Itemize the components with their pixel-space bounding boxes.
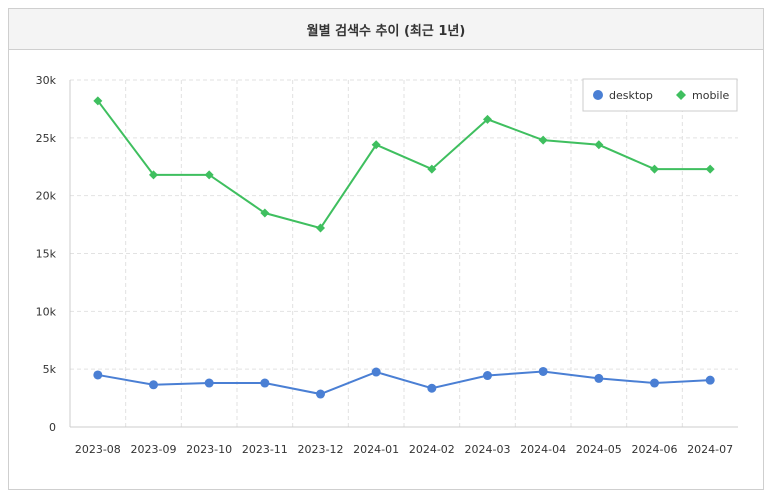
x-tick-label: 2023-11 <box>242 443 288 456</box>
x-tick-label: 2024-03 <box>465 443 511 456</box>
data-point-desktop[interactable] <box>371 367 381 377</box>
data-point-desktop[interactable] <box>483 371 492 381</box>
data-point-desktop[interactable] <box>204 378 214 388</box>
x-tick-label: 2024-07 <box>687 443 733 456</box>
series-line-desktop <box>97 370 711 396</box>
x-tick-label: 2024-05 <box>576 443 622 456</box>
y-tick-label: 25k <box>36 132 57 145</box>
y-tick-label: 20k <box>36 190 57 203</box>
legend-box <box>582 78 738 112</box>
data-point-mobile[interactable] <box>650 164 659 174</box>
data-point-desktop[interactable] <box>93 370 103 380</box>
data-point-mobile[interactable] <box>538 135 548 145</box>
x-tick-label: 2024-06 <box>632 443 678 456</box>
x-tick-label: 2024-04 <box>520 443 566 456</box>
data-point-desktop[interactable] <box>705 375 715 385</box>
y-tick-label: 15k <box>36 248 57 261</box>
data-point-desktop[interactable] <box>538 366 548 376</box>
legend-label-mobile[interactable]: mobile <box>692 89 730 102</box>
legend-marker-mobile[interactable] <box>676 90 686 100</box>
series-line-mobile <box>97 100 711 230</box>
data-point-desktop[interactable] <box>594 373 604 383</box>
data-point-mobile[interactable] <box>316 223 325 233</box>
x-tick-label: 2023-12 <box>298 443 344 456</box>
data-point-desktop[interactable] <box>427 383 437 393</box>
data-point-mobile[interactable] <box>483 114 492 124</box>
data-point-mobile[interactable] <box>427 164 437 174</box>
data-point-mobile[interactable] <box>93 96 103 106</box>
chart-title: 월별 검색수 추이 (최근 1년) <box>9 9 763 50</box>
data-point-desktop[interactable] <box>260 378 270 388</box>
data-point-mobile[interactable] <box>204 170 214 180</box>
data-point-mobile[interactable] <box>594 140 604 150</box>
y-tick-label: 30k <box>36 74 57 87</box>
legend-marker-desktop[interactable] <box>593 90 603 100</box>
y-tick-label: 10k <box>36 305 57 318</box>
x-tick-label: 2023-08 <box>75 443 121 456</box>
data-point-desktop[interactable] <box>316 389 325 399</box>
y-tick-label: 0 <box>49 421 56 434</box>
data-point-mobile[interactable] <box>149 170 158 180</box>
data-point-desktop[interactable] <box>650 378 659 388</box>
y-tick-label: 5k <box>43 363 57 376</box>
data-point-mobile[interactable] <box>260 208 270 218</box>
data-point-mobile[interactable] <box>371 140 381 150</box>
data-point-mobile[interactable] <box>705 164 715 174</box>
data-point-desktop[interactable] <box>149 380 158 390</box>
x-tick-label: 2024-02 <box>409 443 455 456</box>
x-tick-label: 2024-01 <box>353 443 399 456</box>
legend-label-desktop[interactable]: desktop <box>609 89 653 102</box>
x-tick-label: 2023-09 <box>131 443 177 456</box>
x-tick-label: 2023-10 <box>186 443 232 456</box>
